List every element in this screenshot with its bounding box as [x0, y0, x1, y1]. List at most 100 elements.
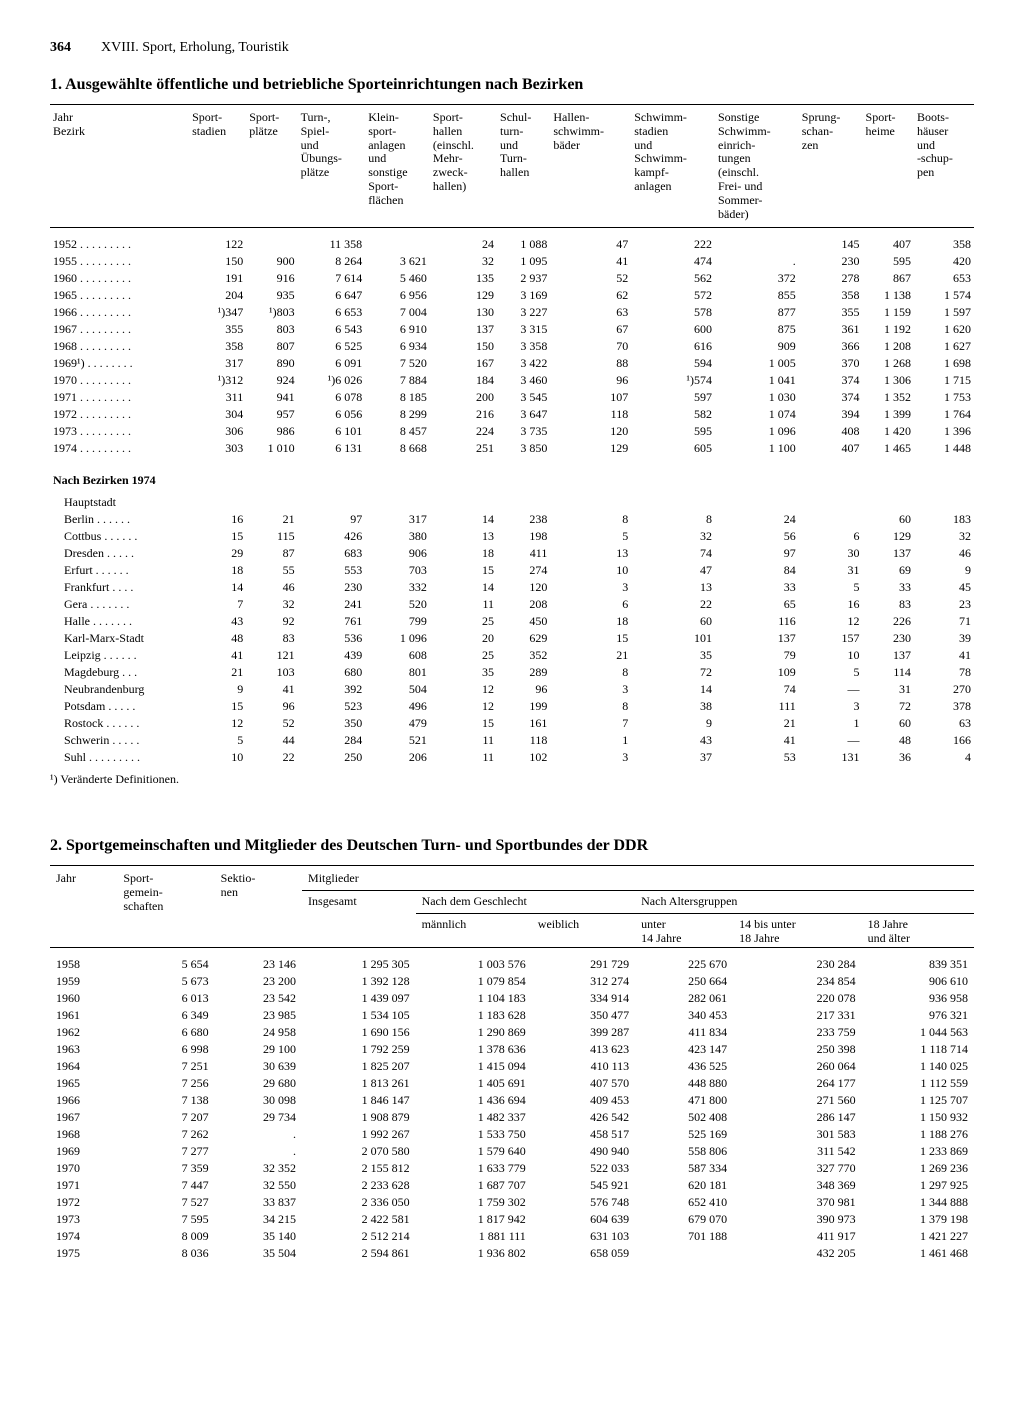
cell: 60: [863, 715, 914, 732]
cell: 167: [430, 355, 497, 372]
cell: 703: [365, 562, 430, 579]
cell: 411 834: [635, 1024, 733, 1041]
cell: 8: [550, 511, 631, 528]
cell: 204: [189, 287, 246, 304]
cell: 107: [550, 389, 631, 406]
cell: 1 715: [914, 372, 974, 389]
table-row: 19687 262.1 992 2671 533 750458 517525 1…: [50, 1126, 974, 1143]
cell: 1970 . . . . . . . . .: [50, 372, 189, 389]
cell: 62: [550, 287, 631, 304]
cell: 56: [715, 528, 799, 545]
cell: 595: [631, 423, 715, 440]
cell: 350: [298, 715, 366, 732]
table-row: 1960 . . . . . . . . .1919167 6145 46013…: [50, 270, 974, 287]
cell: 1 574: [914, 287, 974, 304]
cell: 97: [715, 545, 799, 562]
cell: 47: [631, 562, 715, 579]
cell: 1 597: [914, 304, 974, 321]
cell: 7 595: [117, 1211, 214, 1228]
cell: 103: [246, 664, 297, 681]
cell: 7 262: [117, 1126, 214, 1143]
section2-title: 2. Sportgemeinschaften und Mitglieder de…: [50, 837, 974, 855]
cell: 65: [715, 596, 799, 613]
t1-subheading: Nach Bezirken 1974: [50, 457, 974, 489]
cell: 241: [298, 596, 366, 613]
table-row: Leipzig . . . . . .411214396082535221357…: [50, 647, 974, 664]
t1-col-12: Boots- häuser und -schup- pen: [914, 105, 974, 228]
cell: 83: [246, 630, 297, 647]
cell: 471 800: [635, 1092, 733, 1109]
cell: 1958: [50, 956, 117, 973]
cell: 1: [799, 715, 863, 732]
cell: 1972: [50, 1194, 117, 1211]
cell: 60: [863, 511, 914, 528]
cell: 72: [863, 698, 914, 715]
table-row: 19647 25130 6391 825 2071 415 094410 113…: [50, 1058, 974, 1075]
cell: Potsdam . . . . .: [50, 698, 189, 715]
table-row: Gera . . . . . . .7322415201120862265168…: [50, 596, 974, 613]
cell: 137: [863, 647, 914, 664]
cell: 629: [497, 630, 550, 647]
cell: 18: [550, 613, 631, 630]
cell: 32: [631, 528, 715, 545]
cell: 924: [246, 372, 297, 389]
cell: 301 583: [733, 1126, 862, 1143]
cell: 370 981: [733, 1194, 862, 1211]
cell: 6 653: [298, 304, 366, 321]
cell: 450: [497, 613, 550, 630]
cell: 1 620: [914, 321, 974, 338]
cell: 1968 . . . . . . . . .: [50, 338, 189, 355]
cell: 120: [550, 423, 631, 440]
cell: 7 256: [117, 1075, 214, 1092]
cell: 5: [189, 732, 246, 749]
cell: 150: [189, 253, 246, 270]
cell: 32 352: [215, 1160, 302, 1177]
cell: 355: [189, 321, 246, 338]
cell: 1 627: [914, 338, 974, 355]
cell: 327 770: [733, 1160, 862, 1177]
cell: 1 125 707: [862, 1092, 974, 1109]
cell: 1 100: [715, 440, 799, 457]
cell: 631 103: [532, 1228, 635, 1245]
cell: 6: [550, 596, 631, 613]
table-2-head: Jahr Sport- gemein- schaften Sektio- nen…: [50, 866, 974, 947]
cell: 6 101: [298, 423, 366, 440]
cell: 807: [246, 338, 297, 355]
cell: 1970: [50, 1160, 117, 1177]
cell: 161: [497, 715, 550, 732]
t2-col-sek: Sektio- nen: [215, 866, 302, 947]
cell: 24 958: [215, 1024, 302, 1041]
cell: 79: [715, 647, 799, 664]
table-row: Schwerin . . . . .5442845211111814341—48…: [50, 732, 974, 749]
cell: 10: [799, 647, 863, 664]
cell: 7 207: [117, 1109, 214, 1126]
cell: 41: [246, 681, 297, 698]
cell: 36: [863, 749, 914, 766]
cell: 304: [189, 406, 246, 423]
cell: 14: [631, 681, 715, 698]
cell: 35: [631, 647, 715, 664]
cell: 8 668: [365, 440, 430, 457]
t1-col-2: Sport- plätze: [246, 105, 297, 228]
cell: 2 336 050: [302, 1194, 416, 1211]
cell: 855: [715, 287, 799, 304]
cell: 3: [550, 681, 631, 698]
cell: 291 729: [532, 956, 635, 973]
cell: 46: [246, 579, 297, 596]
cell: 5: [799, 579, 863, 596]
cell: 137: [430, 321, 497, 338]
cell: 1955 . . . . . . . . .: [50, 253, 189, 270]
cell: 1 074: [715, 406, 799, 423]
cell: 7: [550, 715, 631, 732]
cell: 251: [430, 440, 497, 457]
section1-title: 1. Ausgewählte öffentliche und betriebli…: [50, 76, 974, 94]
cell: 1 079 854: [416, 973, 532, 990]
cell: 420: [914, 253, 974, 270]
cell: 31: [799, 562, 863, 579]
cell: 1974 . . . . . . . . .: [50, 440, 189, 457]
cell: 1 698: [914, 355, 974, 372]
table-row: 19758 03635 5042 594 8611 936 802658 059…: [50, 1245, 974, 1262]
cell: 199: [497, 698, 550, 715]
t1-col-11: Sport- heime: [863, 105, 914, 228]
cell: 274: [497, 562, 550, 579]
